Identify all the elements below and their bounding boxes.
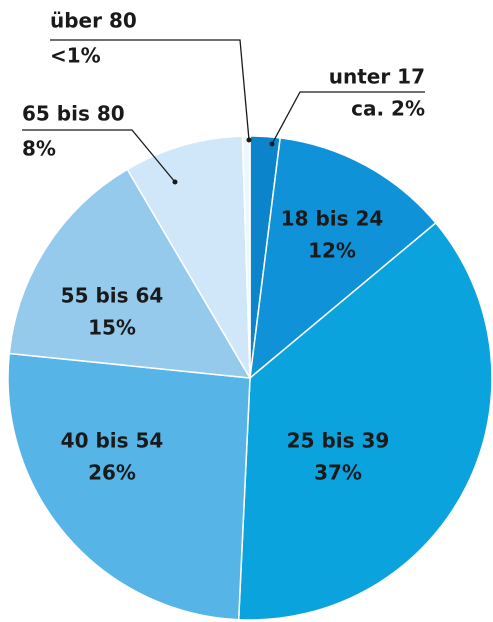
slice-label: 25 bis 39	[287, 429, 390, 453]
leader-line	[50, 39, 250, 141]
slice-value-label: 37%	[314, 461, 362, 485]
leader-dot	[269, 141, 275, 147]
pie-slice	[8, 168, 252, 379]
pie-slice	[241, 135, 251, 379]
slice-value-label: 12%	[308, 239, 356, 263]
slice-label: 18 bis 24	[281, 207, 384, 231]
slice-label: unter 17	[329, 65, 425, 89]
slice-value-label: <1%	[50, 44, 101, 68]
slice-label: 40 bis 54	[61, 429, 164, 453]
slice-value-label: 15%	[88, 316, 136, 340]
leader-dot	[172, 179, 178, 185]
pie-slice	[7, 352, 251, 621]
slice-label: 55 bis 64	[61, 284, 164, 308]
slice-label: 65 bis 80	[22, 102, 125, 126]
leader-line	[271, 91, 425, 145]
leader-dot	[246, 137, 252, 143]
slice-value-label: ca. 2%	[351, 97, 425, 121]
pie	[7, 135, 493, 621]
slice-value-label: 26%	[88, 461, 136, 485]
pie-slice	[126, 135, 251, 379]
slice-value-label: 8%	[22, 137, 56, 161]
leader-lines	[22, 39, 425, 183]
pie-slice	[237, 221, 493, 621]
slice-label: über 80	[50, 9, 137, 33]
pie-slice	[249, 137, 437, 380]
leader-line	[22, 129, 176, 183]
